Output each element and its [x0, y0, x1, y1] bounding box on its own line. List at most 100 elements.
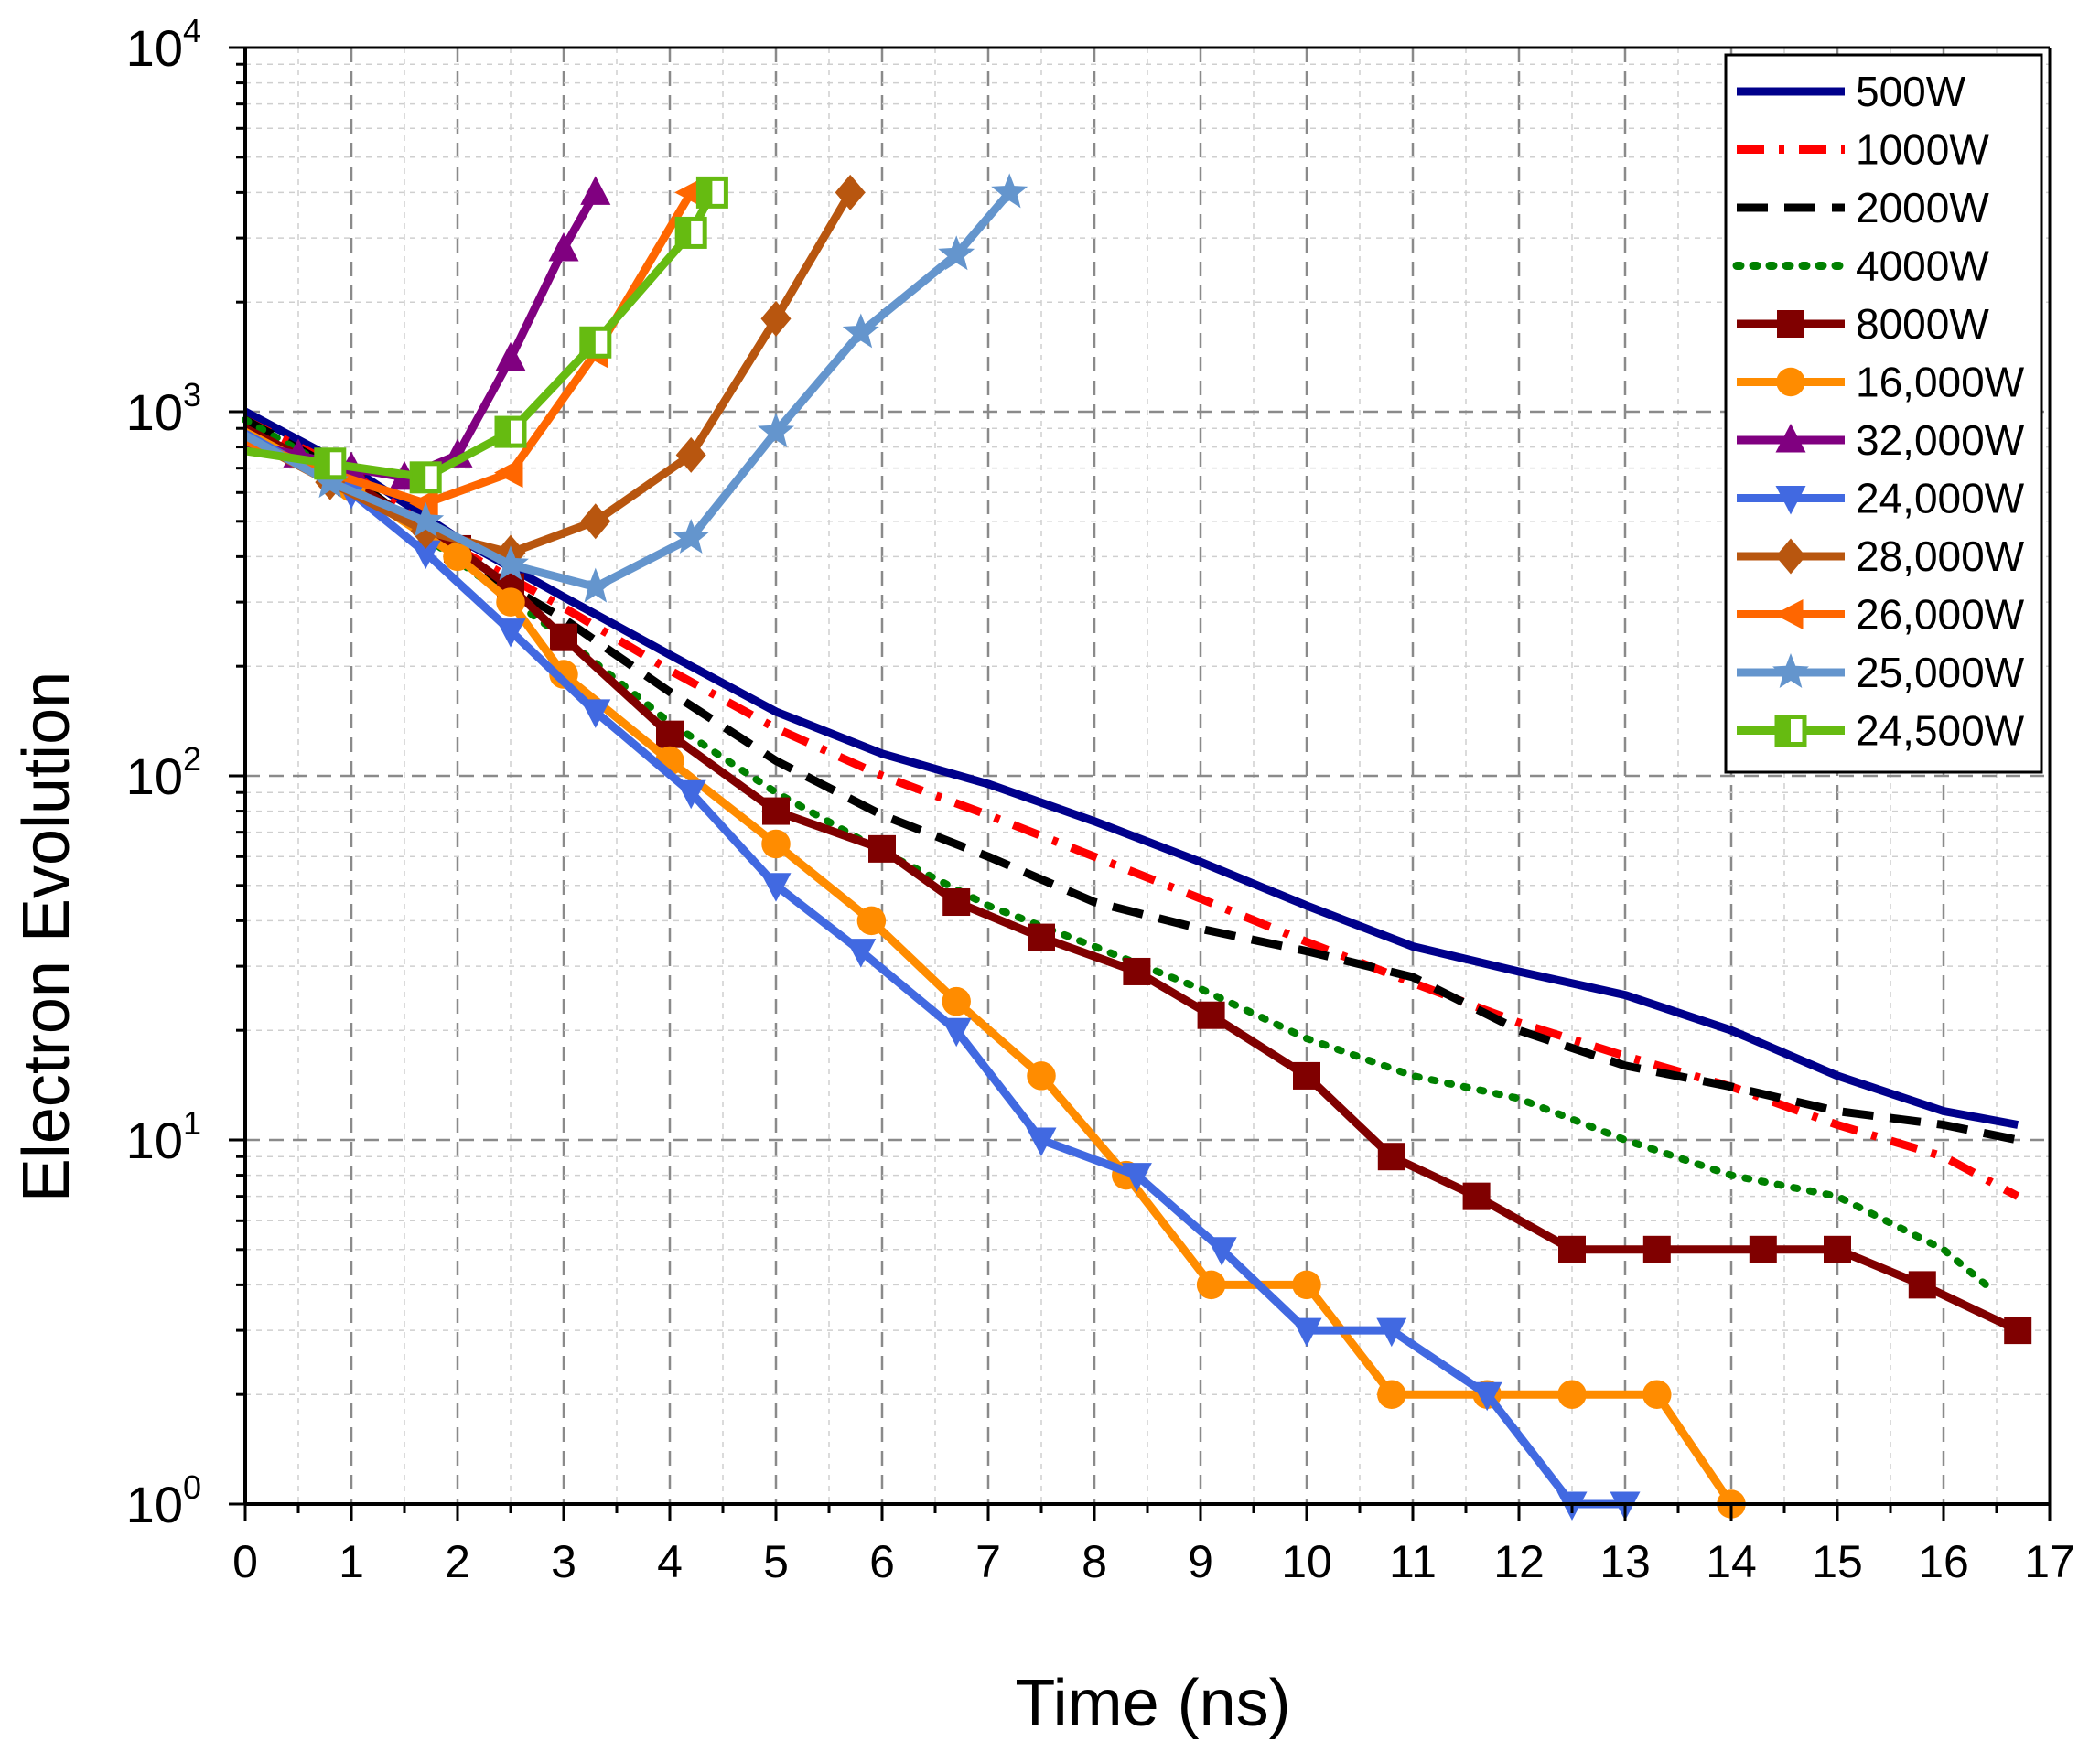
series-marker	[673, 519, 710, 554]
series-marker	[496, 587, 525, 617]
legend-item: 32,000W	[1737, 416, 2025, 464]
legend-item: 500W	[1737, 68, 1966, 115]
x-axis-label: Time (ns)	[1015, 1667, 1290, 1740]
legend-label: 2000W	[1856, 184, 1989, 231]
legend-item: 2000W	[1737, 184, 1989, 231]
series-marker	[674, 177, 704, 208]
x-tick-label: 17	[2024, 1536, 2075, 1587]
series-marker	[443, 542, 472, 572]
legend-item: 28,000W	[1737, 532, 2025, 580]
series-marker	[1558, 1235, 1586, 1263]
series-marker	[576, 567, 614, 603]
series-marker	[1026, 1127, 1057, 1156]
series-marker	[760, 300, 792, 337]
series-marker	[941, 1017, 972, 1048]
series-marker	[938, 235, 975, 271]
x-tick-label: 9	[1188, 1536, 1213, 1587]
legend-item: 26,000W	[1737, 591, 2025, 639]
series-marker	[835, 174, 866, 210]
legend-label: 26,000W	[1856, 591, 2025, 639]
series-marker	[1774, 715, 1807, 747]
series-marker	[1028, 923, 1055, 951]
series-marker	[495, 618, 526, 648]
x-tick-label: 6	[869, 1536, 895, 1587]
tick-labels: 0 1 2 3 4 5 6 7 8 9 10 11 12 13 14 15 16 1710010110210310…	[126, 12, 2075, 1587]
series-marker	[1197, 1001, 1225, 1029]
series-marker	[675, 436, 706, 473]
legend-item: 1000W	[1737, 126, 1989, 174]
series-marker	[579, 326, 612, 359]
y-tick-label: 102	[126, 740, 201, 805]
series-marker	[845, 939, 877, 968]
series-2000w	[242, 415, 2019, 1145]
x-tick-label: 3	[551, 1536, 576, 1587]
series-marker	[1196, 1270, 1226, 1300]
series-marker	[1824, 1235, 1851, 1263]
series-marker	[1206, 1237, 1237, 1266]
series-marker	[942, 986, 971, 1016]
x-tick-label: 7	[975, 1536, 1001, 1587]
y-tick-label: 101	[126, 1104, 201, 1169]
x-tick-label: 14	[1706, 1536, 1757, 1587]
legend-item: 24,500W	[1737, 707, 2025, 755]
series-marker	[409, 488, 438, 519]
series-marker	[580, 503, 611, 540]
series-marker	[868, 834, 896, 863]
legend-item: 24,000W	[1737, 475, 2025, 522]
series-marker	[1908, 1271, 1936, 1299]
series-marker	[1291, 1317, 1322, 1348]
series-marker-fill	[497, 418, 511, 446]
legend-box	[1724, 53, 2043, 774]
legend-label: 16,000W	[1856, 359, 2025, 406]
series-500w	[242, 408, 2019, 1129]
series-marker	[409, 461, 442, 494]
legend-label: 8000W	[1856, 300, 1989, 348]
legend-item: 4000W	[1732, 242, 1989, 290]
y-tick-label: 100	[126, 1468, 201, 1533]
series-marker-fill	[698, 178, 713, 207]
series-marker	[856, 906, 887, 936]
series-1000w	[242, 415, 2020, 1200]
legend-label: 28,000W	[1856, 532, 2025, 580]
series-24-500w	[244, 176, 728, 494]
series-marker-fill	[677, 219, 692, 247]
series-marker	[1376, 1317, 1407, 1348]
series-layer	[242, 173, 2032, 1521]
series-marker	[1123, 957, 1151, 985]
x-tick-label: 15	[1812, 1536, 1863, 1587]
legend-item: 8000W	[1737, 300, 1989, 348]
series-marker	[942, 888, 971, 917]
series-marker	[495, 341, 526, 371]
x-tick-label: 10	[1281, 1536, 1332, 1587]
series-marker-fill	[581, 328, 596, 357]
series-marker	[1027, 1061, 1056, 1091]
series-line	[242, 415, 2019, 1145]
legend-label: 1000W	[1856, 126, 1989, 174]
legend-label: 25,000W	[1856, 649, 2025, 696]
series-marker	[656, 720, 684, 748]
series-marker	[494, 457, 523, 489]
series-marker	[1777, 310, 1804, 338]
series-marker	[1471, 1381, 1502, 1412]
series-marker	[758, 413, 794, 448]
x-tick-label: 2	[445, 1536, 470, 1587]
axes	[229, 46, 2052, 1521]
series-marker	[548, 232, 579, 262]
series-marker	[549, 660, 578, 689]
x-tick-label: 0	[232, 1536, 258, 1587]
series-marker	[1377, 1380, 1406, 1409]
series-marker	[1772, 653, 1809, 688]
series-marker	[1776, 367, 1805, 397]
series-marker	[1462, 1182, 1491, 1210]
series-24-000w	[242, 430, 1641, 1521]
series-marker	[1775, 424, 1806, 453]
series-marker	[492, 545, 529, 581]
series-marker	[311, 463, 349, 499]
legend: 500W 1000W 2000W 4000W 8000W 16,000W 32,000W 24…	[1724, 53, 2043, 774]
series-marker	[675, 779, 706, 810]
series-marker	[1121, 1163, 1152, 1192]
y-tick-label: 103	[126, 376, 201, 441]
series-marker	[1749, 1235, 1777, 1263]
series-marker-fill	[316, 449, 330, 478]
series-marker	[580, 699, 611, 728]
